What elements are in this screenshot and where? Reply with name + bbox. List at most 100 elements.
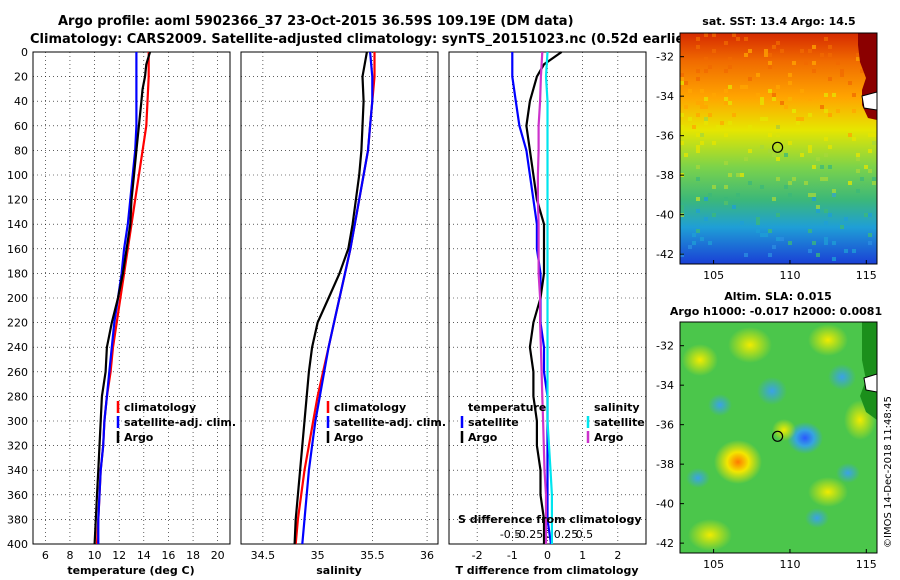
- sst-map-frame: [679, 32, 878, 265]
- sst-pixel: [724, 89, 728, 93]
- sst-pixel: [812, 61, 816, 65]
- series-line-salinity-satellite-adj-clim-: [301, 51, 374, 545]
- sst-pixel: [712, 185, 716, 189]
- sst-pixel: [828, 213, 832, 217]
- depth-tick-label: 80: [14, 144, 28, 157]
- sst-pixel: [800, 89, 804, 93]
- sst-pixel: [720, 121, 724, 125]
- sst-pixel: [696, 149, 700, 153]
- map-x-tick-label: 110: [779, 558, 800, 571]
- depth-tick-label: 240: [7, 341, 28, 354]
- line-layer: [93, 51, 563, 545]
- sst-pixel: [808, 97, 812, 101]
- sst-pixel: [692, 233, 696, 237]
- sst-pixel: [680, 73, 684, 77]
- sst-pixel: [836, 61, 840, 65]
- sst-pixel: [812, 45, 816, 49]
- x-tick-label: 34.5: [251, 549, 276, 562]
- sst-pixel: [692, 241, 696, 245]
- sst-pixel: [696, 45, 700, 49]
- sst-pixel: [700, 141, 704, 145]
- sst-pixel: [792, 61, 796, 65]
- sst-pixel: [696, 229, 700, 233]
- difference-xlabel: T difference from climatology: [455, 564, 638, 577]
- sst-pixel: [796, 117, 800, 121]
- sst-pixel: [744, 53, 748, 57]
- sla-eddy-warm: [714, 440, 762, 484]
- depth-tick-label: 100: [7, 169, 28, 182]
- sst-pixel: [808, 49, 812, 53]
- sst-pixel: [740, 173, 744, 177]
- sst-pixel: [728, 101, 732, 105]
- salinity-legend: climatology satellite-adj. clim. Argo: [326, 401, 446, 444]
- depth-tick-label: 140: [7, 218, 28, 231]
- depth-tick-label: 360: [7, 489, 28, 502]
- sst-pixel: [804, 61, 808, 65]
- sla-eddy-cold: [686, 468, 710, 488]
- sst-pixel: [680, 205, 684, 209]
- sst-pixel: [704, 105, 708, 109]
- sst-pixel: [828, 165, 832, 169]
- sst-pixel: [764, 53, 768, 57]
- sst-pixel: [760, 145, 764, 149]
- map-x-tick-label: 105: [703, 558, 724, 571]
- grid-layer: [33, 51, 646, 545]
- sst-pixel: [776, 133, 780, 137]
- sst-pixel: [704, 121, 708, 125]
- x-tick-label: 35.5: [360, 549, 385, 562]
- sst-pixel: [756, 217, 760, 221]
- sla-land-australia: [860, 322, 877, 420]
- s-tick-label: 0.5: [576, 528, 594, 541]
- sst-pixel: [776, 157, 780, 161]
- sla-coastline: [863, 373, 877, 393]
- sst-pixel: [696, 77, 700, 81]
- x-tick-label: -2: [472, 549, 483, 562]
- sst-pixel: [800, 153, 804, 157]
- sst-pixel: [828, 45, 832, 49]
- map-y-tick-label: -42: [656, 537, 674, 550]
- sst-pixel: [808, 145, 812, 149]
- sst-pixel: [868, 169, 872, 173]
- sst-pixel: [724, 69, 728, 73]
- map-y-tick-label: -34: [656, 379, 674, 392]
- sst-pixel: [772, 97, 776, 101]
- depth-tick-label: 0: [21, 46, 28, 59]
- sst-pixel: [812, 165, 816, 169]
- sst-pixel: [832, 93, 836, 97]
- sst-pixel: [856, 57, 860, 61]
- sst-pixel: [748, 181, 752, 185]
- depth-tick-label: 380: [7, 513, 28, 526]
- sst-coastline: [861, 91, 877, 111]
- x-tick-label: 35: [311, 549, 325, 562]
- sst-pixel: [768, 149, 772, 153]
- sst-pixel: [764, 117, 768, 121]
- sst-pixel: [828, 145, 832, 149]
- sst-pixel: [844, 249, 848, 253]
- sst-pixel: [724, 133, 728, 137]
- sst-pixel: [684, 153, 688, 157]
- sst-pixel: [792, 109, 796, 113]
- sst-pixel: [832, 241, 836, 245]
- sst-pixel: [860, 69, 864, 73]
- map-y-tick-label: -40: [656, 498, 674, 511]
- sst-pixel: [816, 205, 820, 209]
- map-y-tick-label: -40: [656, 209, 674, 222]
- sst-pixel: [688, 245, 692, 249]
- sst-pixel: [780, 101, 784, 105]
- sst-pixel: [772, 45, 776, 49]
- depth-tick-label: 120: [7, 194, 28, 207]
- legend-label-satellite: satellite-adj. clim.: [334, 416, 446, 429]
- sst-pixel: [788, 73, 792, 77]
- sst-pixel: [744, 157, 748, 161]
- sst-pixel: [812, 69, 816, 73]
- sst-pixel: [780, 237, 784, 241]
- sla-eddy-warm: [688, 519, 732, 551]
- sst-pixel: [772, 197, 776, 201]
- sst-pixel: [700, 237, 704, 241]
- map-y-tick-label: -32: [656, 340, 674, 353]
- sst-pixel: [812, 197, 816, 201]
- sla-eddy-warm: [808, 324, 848, 356]
- s-tick-label: 0: [544, 528, 551, 541]
- sst-pixel: [820, 177, 824, 181]
